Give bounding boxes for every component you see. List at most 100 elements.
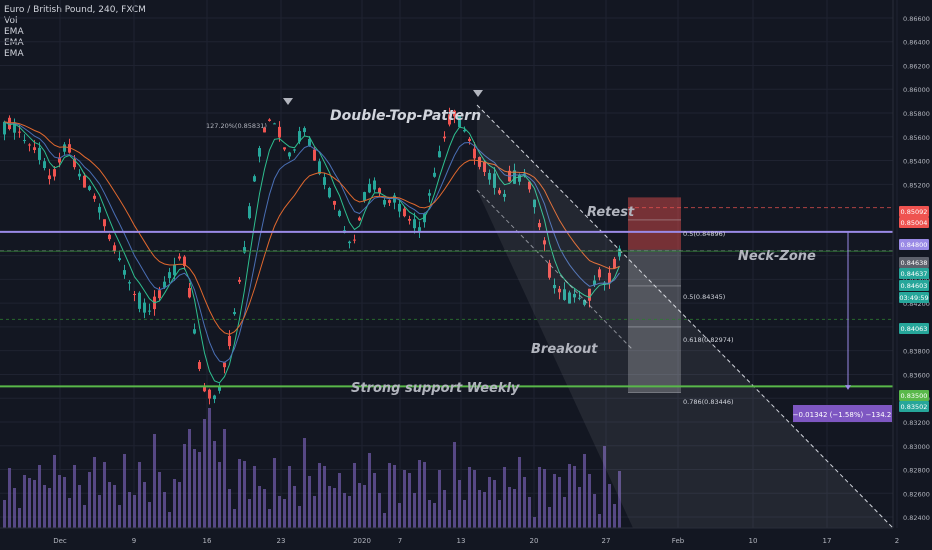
measure-label-bg xyxy=(793,405,892,422)
price-tag-label: 0.84638 xyxy=(901,259,928,267)
price-tag-label: 0.84637 xyxy=(901,270,928,278)
volume-bar xyxy=(263,489,266,528)
candle-body xyxy=(338,210,341,216)
volume-bar xyxy=(598,514,601,528)
price-tag-label: 0.85092 xyxy=(901,208,928,216)
volume-bar xyxy=(208,408,211,528)
volume-bar xyxy=(453,442,456,528)
volume-bar xyxy=(358,483,361,528)
candle-body xyxy=(108,234,111,240)
fib-zone xyxy=(628,249,681,393)
candle-body xyxy=(498,190,501,194)
volume-bar xyxy=(338,473,341,528)
volume-bar xyxy=(288,466,291,528)
candle-body xyxy=(613,258,616,269)
price-tag-label: 0.84800 xyxy=(901,241,928,249)
candle-body xyxy=(543,240,546,245)
candle-body xyxy=(18,131,21,133)
candle-body xyxy=(138,292,141,309)
time-tick-label: 13 xyxy=(457,537,466,545)
volume-bar xyxy=(618,471,621,528)
volume-bar xyxy=(23,475,26,528)
candle-body xyxy=(23,140,26,142)
volume-bar xyxy=(613,504,616,528)
candle-body xyxy=(238,279,241,282)
volume-bar xyxy=(348,496,351,528)
volume-bar xyxy=(368,453,371,528)
indicator-ema-3[interactable]: EMA xyxy=(4,49,24,59)
candle-body xyxy=(298,131,301,142)
volume-bar xyxy=(38,465,41,528)
candle-body xyxy=(243,247,246,253)
volume-bar xyxy=(218,462,221,528)
symbol-title[interactable]: Euro / British Pound, 240, FXCM xyxy=(4,5,146,15)
time-tick-label: 10 xyxy=(749,537,758,545)
candle-body xyxy=(148,310,151,312)
candle-body xyxy=(603,282,606,285)
volume-bar xyxy=(473,470,476,528)
volume-bar xyxy=(538,467,541,528)
price-tick-label: 0.86600 xyxy=(903,15,930,23)
price-tick-label: 0.86200 xyxy=(903,62,930,70)
indicator-vol[interactable]: Vol xyxy=(4,16,18,26)
price-tick-label: 0.85400 xyxy=(903,158,930,166)
volume-bar xyxy=(283,499,286,528)
volume-bar xyxy=(73,465,76,528)
price-tag-label: 0.84063 xyxy=(901,325,928,333)
candle-body xyxy=(303,128,306,133)
candle-body xyxy=(553,284,556,289)
volume-bar xyxy=(413,493,416,528)
candle-body xyxy=(253,176,256,182)
annotation-double-top: Double-Top-Pattern xyxy=(330,108,481,124)
candle-body xyxy=(123,270,126,275)
time-tick-label: 7 xyxy=(398,537,402,545)
candle-body xyxy=(483,161,486,172)
candle-body xyxy=(28,144,31,146)
time-tick-label: 27 xyxy=(602,537,611,545)
candle-body xyxy=(538,223,541,228)
measure-label-text: −0.01342 (−1.58%) −134.2 xyxy=(793,411,892,419)
candle-body xyxy=(598,269,601,278)
indicator-ema-1[interactable]: EMA xyxy=(4,27,24,37)
candle-body xyxy=(563,289,566,300)
volume-bar xyxy=(438,470,441,528)
volume-bar xyxy=(63,477,66,528)
price-tick-label: 0.84200 xyxy=(903,300,930,308)
indicator-ema-2[interactable]: EMA xyxy=(4,38,24,48)
price-tag-bg xyxy=(899,280,929,291)
candle-body xyxy=(43,161,46,169)
candle-body xyxy=(408,218,411,221)
candle-body xyxy=(163,281,166,288)
price-tag-bg xyxy=(899,323,929,334)
candle-body xyxy=(133,293,136,295)
candle-body xyxy=(78,173,81,177)
candle-body xyxy=(618,248,621,257)
volume-bar xyxy=(383,513,386,528)
volume-bar xyxy=(513,489,516,528)
price-tick-label: 0.82400 xyxy=(903,514,930,522)
volume-bar xyxy=(353,463,356,528)
candle-body xyxy=(3,121,6,135)
price-tag-bg xyxy=(899,268,929,279)
volume-bar xyxy=(178,482,181,528)
price-tag-bg xyxy=(899,239,929,250)
candle-body xyxy=(393,195,396,203)
volume-bar xyxy=(478,490,481,528)
volume-bar xyxy=(563,497,566,528)
annotation-breakout: Breakout xyxy=(531,342,598,357)
volume-bar xyxy=(588,474,591,528)
volume-bar xyxy=(248,499,251,528)
volume-bar xyxy=(318,463,321,528)
price-tag-label: 0.84603 xyxy=(901,282,928,290)
volume-bar xyxy=(273,458,276,528)
volume-bar xyxy=(153,434,156,528)
price-tick-label: 0.83800 xyxy=(903,348,930,356)
price-tick-label: 0.83200 xyxy=(903,419,930,427)
volume-bar xyxy=(203,419,206,528)
volume-bar xyxy=(148,502,151,528)
volume-bar xyxy=(18,508,21,528)
volume-bar xyxy=(3,500,6,528)
volume-bar xyxy=(403,470,406,528)
candle-body xyxy=(88,186,91,190)
